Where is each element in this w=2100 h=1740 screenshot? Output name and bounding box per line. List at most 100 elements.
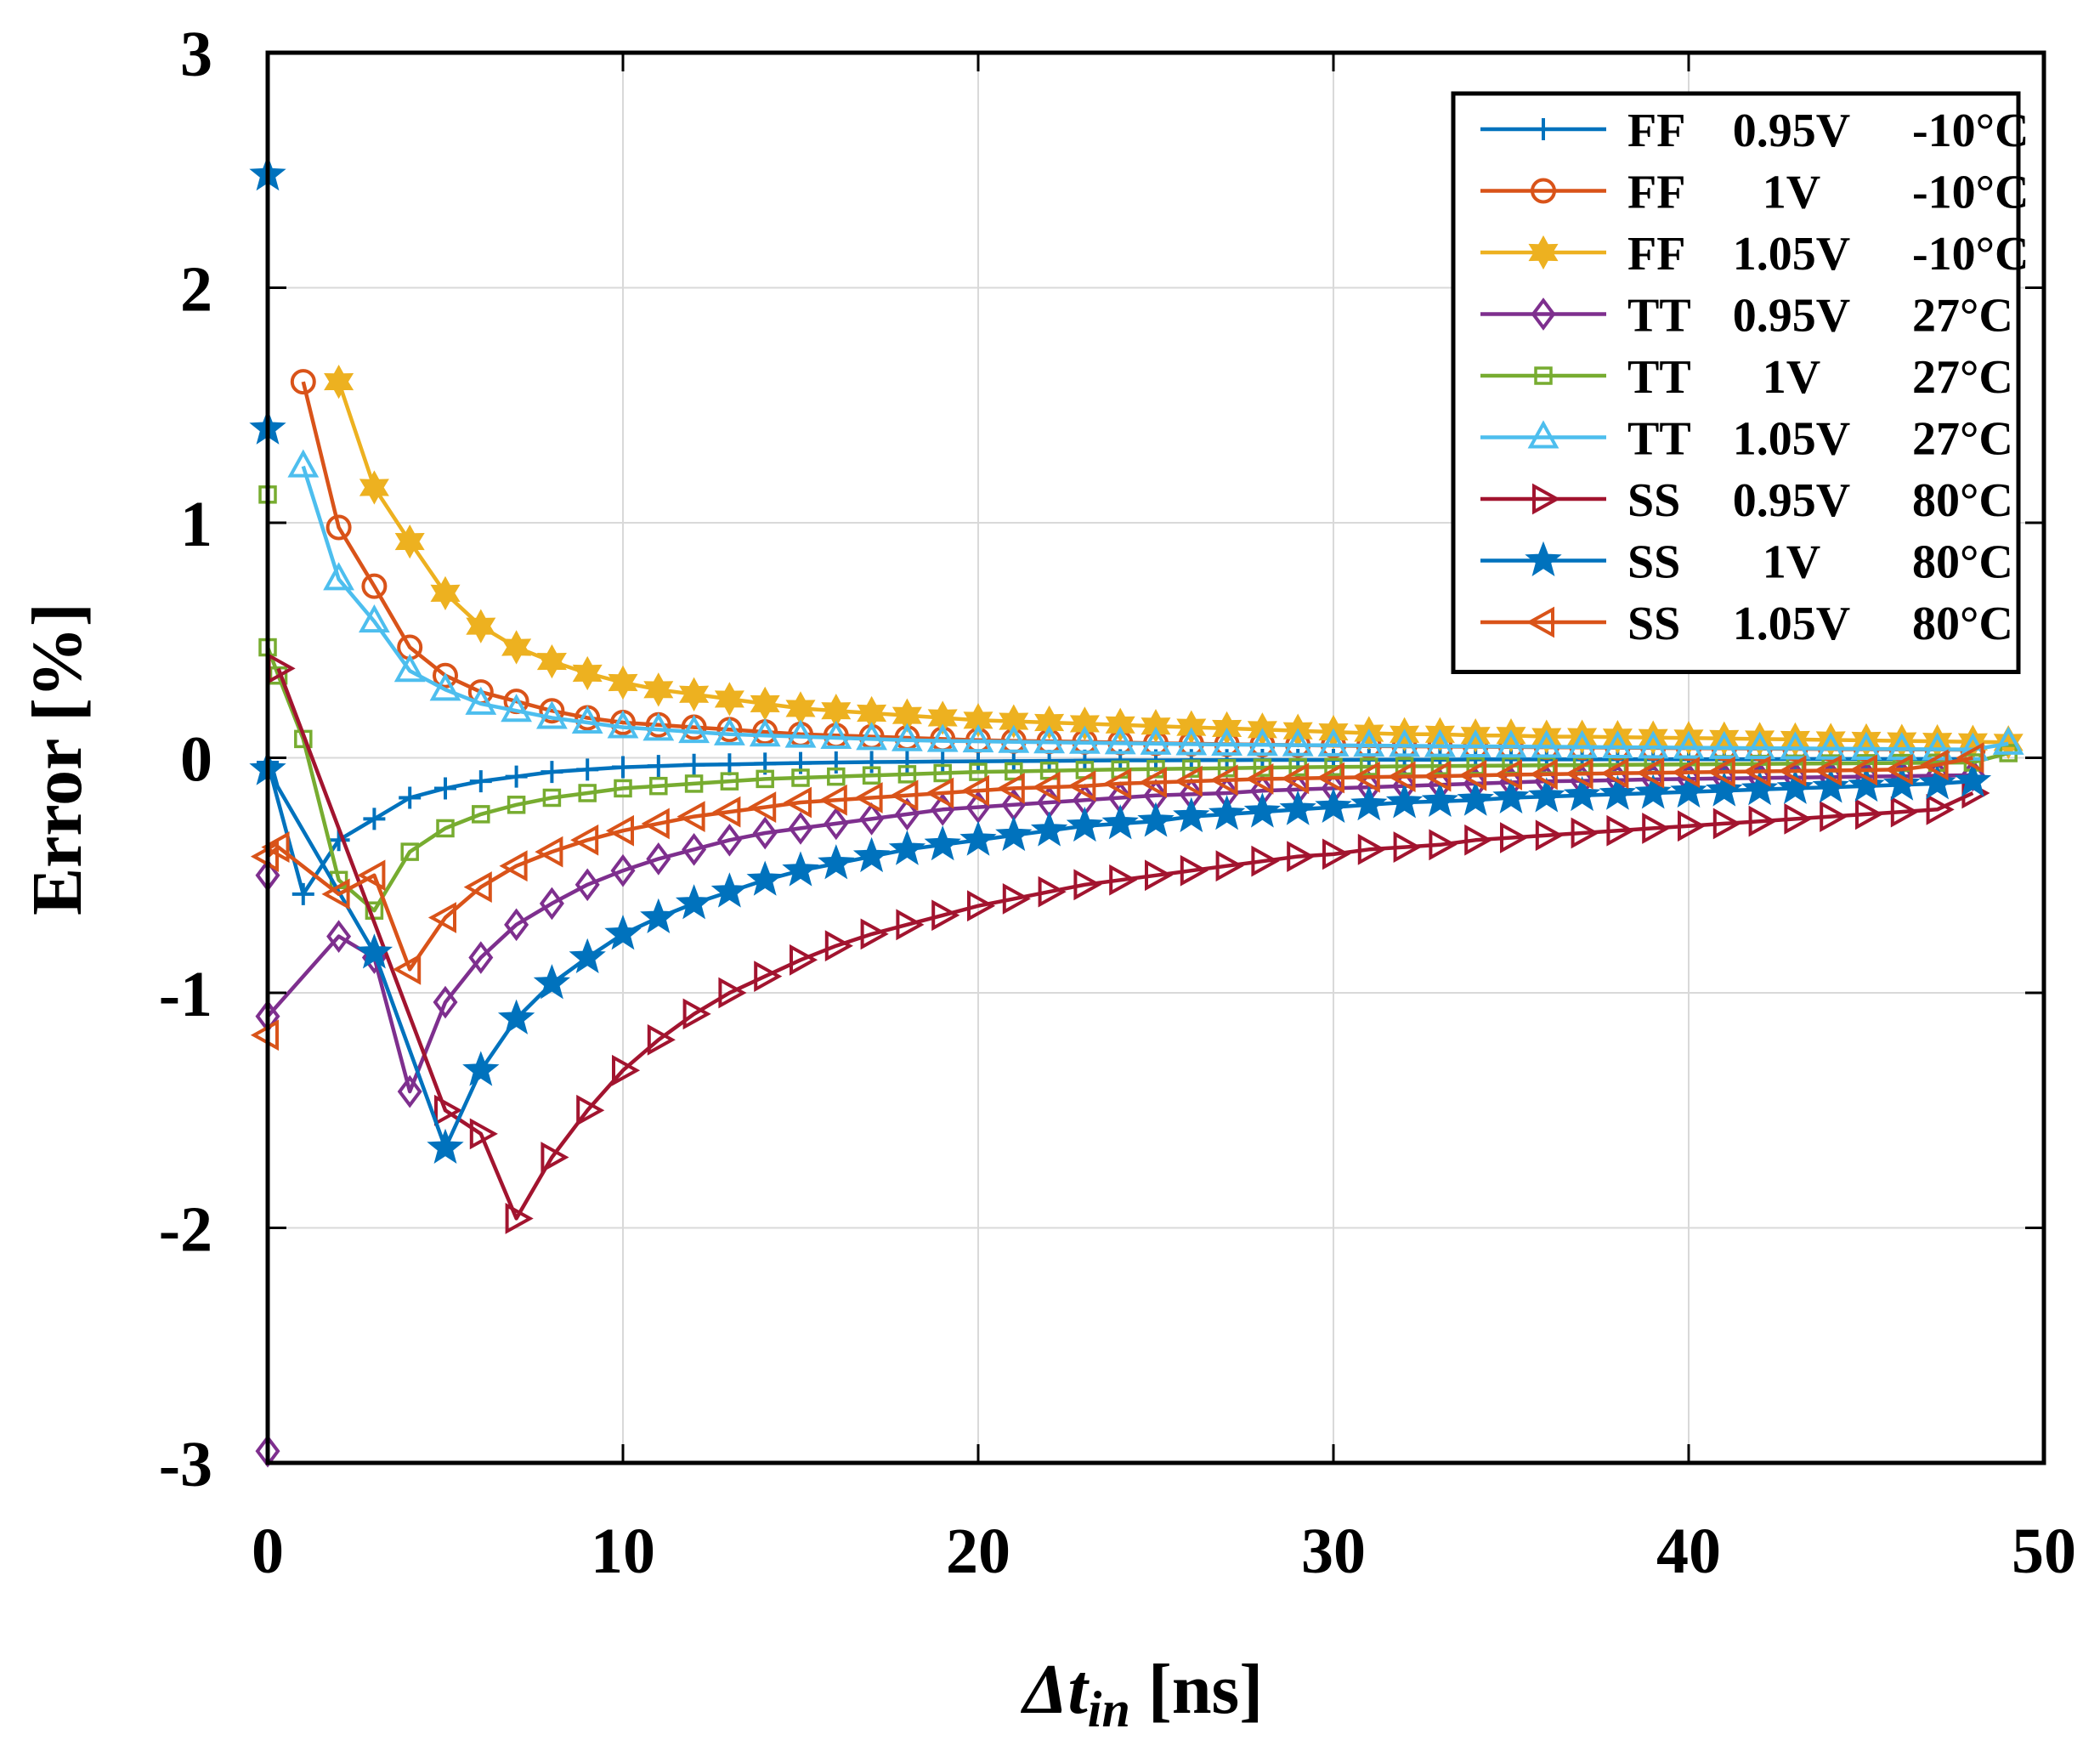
legend-label: TT bbox=[1627, 413, 1691, 466]
data-point bbox=[676, 801, 705, 833]
data-point bbox=[1814, 755, 1842, 786]
data-point bbox=[754, 961, 783, 993]
data-point bbox=[924, 825, 961, 861]
data-point bbox=[1357, 833, 1386, 865]
data-point bbox=[1317, 728, 1350, 757]
legend-label: 1.05V bbox=[1733, 228, 1850, 281]
data-point bbox=[682, 753, 705, 776]
data-point bbox=[1744, 731, 1775, 760]
data-point bbox=[359, 470, 389, 505]
data-point bbox=[1103, 768, 1132, 800]
legend-label: 0.95V bbox=[1733, 290, 1850, 343]
data-point bbox=[1180, 854, 1208, 887]
data-point bbox=[539, 887, 564, 921]
data-point bbox=[1780, 722, 1810, 757]
data-point bbox=[399, 786, 422, 809]
x-tick-label: 50 bbox=[2012, 1516, 2076, 1587]
data-point bbox=[1815, 723, 1846, 757]
data-point bbox=[430, 575, 461, 611]
data-point bbox=[361, 573, 388, 599]
data-point bbox=[576, 758, 599, 781]
legend-label: 27°C bbox=[1912, 413, 2013, 466]
data-point bbox=[469, 770, 492, 793]
data-point bbox=[1459, 728, 1492, 757]
legend-label: -10°C bbox=[1912, 228, 2029, 281]
data-point bbox=[1600, 757, 1629, 790]
data-point bbox=[1712, 808, 1741, 840]
legend: FF 0.95V -10°C FF 1V -10°C FF 1.05V -10°C TT 0.95V… bbox=[1451, 91, 2029, 674]
data-point bbox=[505, 765, 528, 788]
data-point bbox=[1602, 729, 1633, 759]
legend-label: 1V bbox=[1763, 351, 1820, 404]
data-point bbox=[497, 999, 535, 1034]
data-point bbox=[325, 514, 352, 541]
data-point bbox=[1034, 705, 1065, 740]
series-9 bbox=[250, 742, 1984, 1051]
data-point bbox=[996, 773, 1025, 804]
data-point bbox=[1709, 721, 1740, 756]
data-point bbox=[292, 882, 314, 905]
data-point bbox=[612, 756, 634, 779]
data-point bbox=[1707, 756, 1735, 788]
x-axis-title-unit: [ns] bbox=[1130, 1650, 1263, 1729]
data-point bbox=[1140, 726, 1172, 755]
data-point bbox=[1251, 845, 1280, 877]
data-point bbox=[1708, 730, 1741, 759]
data-point bbox=[927, 700, 958, 735]
data-point bbox=[427, 1128, 464, 1164]
data-point bbox=[1033, 725, 1065, 754]
data-point bbox=[393, 953, 422, 985]
data-point bbox=[1208, 795, 1246, 830]
legend-label: SS bbox=[1627, 536, 1680, 589]
x-axis-title-sub: in bbox=[1088, 1681, 1130, 1737]
data-point bbox=[1424, 728, 1456, 757]
data-point bbox=[1814, 731, 1847, 760]
legend-entry: TT 1V 27°C bbox=[1480, 351, 2013, 404]
data-point bbox=[433, 662, 458, 689]
data-point bbox=[1920, 749, 1949, 781]
data-point bbox=[468, 941, 494, 974]
data-point bbox=[507, 796, 526, 814]
data-point bbox=[678, 714, 710, 744]
data-point bbox=[1886, 732, 1918, 761]
y-tick-label: -1 bbox=[159, 959, 212, 1030]
data-point bbox=[750, 686, 780, 722]
data-point bbox=[1322, 838, 1351, 870]
data-point bbox=[1954, 762, 1992, 797]
data-point bbox=[818, 844, 855, 880]
data-point bbox=[1002, 883, 1031, 915]
y-tick-label: 0 bbox=[180, 724, 212, 796]
legend-label: 1V bbox=[1763, 536, 1820, 589]
data-point bbox=[1884, 753, 1913, 785]
data-point bbox=[1211, 727, 1242, 757]
data-point bbox=[612, 1054, 641, 1086]
legend-label: 0.95V bbox=[1733, 474, 1850, 527]
data-point bbox=[714, 717, 745, 745]
data-point bbox=[326, 920, 352, 953]
data-point bbox=[783, 786, 812, 819]
data-point bbox=[752, 816, 778, 850]
data-point bbox=[355, 933, 393, 969]
data-point bbox=[608, 665, 638, 700]
data-point bbox=[1493, 759, 1522, 791]
data-point bbox=[1571, 817, 1599, 849]
data-point bbox=[1393, 831, 1422, 863]
legend-label: FF bbox=[1627, 105, 1685, 157]
data-point bbox=[321, 878, 350, 910]
data-point bbox=[570, 824, 599, 856]
data-point bbox=[1457, 780, 1494, 816]
data-point bbox=[501, 694, 532, 723]
legend-label: -10°C bbox=[1912, 167, 2029, 219]
data-point bbox=[859, 802, 885, 836]
data-point bbox=[896, 751, 919, 774]
data-point bbox=[642, 712, 675, 741]
data-point bbox=[324, 364, 354, 400]
data-point bbox=[397, 1074, 422, 1108]
data-point bbox=[960, 774, 989, 807]
data-point bbox=[718, 977, 747, 1009]
legend-swatch-marker bbox=[1534, 366, 1553, 385]
data-point bbox=[1069, 706, 1100, 741]
data-point bbox=[287, 449, 320, 478]
legend-swatch-marker bbox=[1532, 483, 1561, 515]
data-point bbox=[1535, 819, 1564, 852]
